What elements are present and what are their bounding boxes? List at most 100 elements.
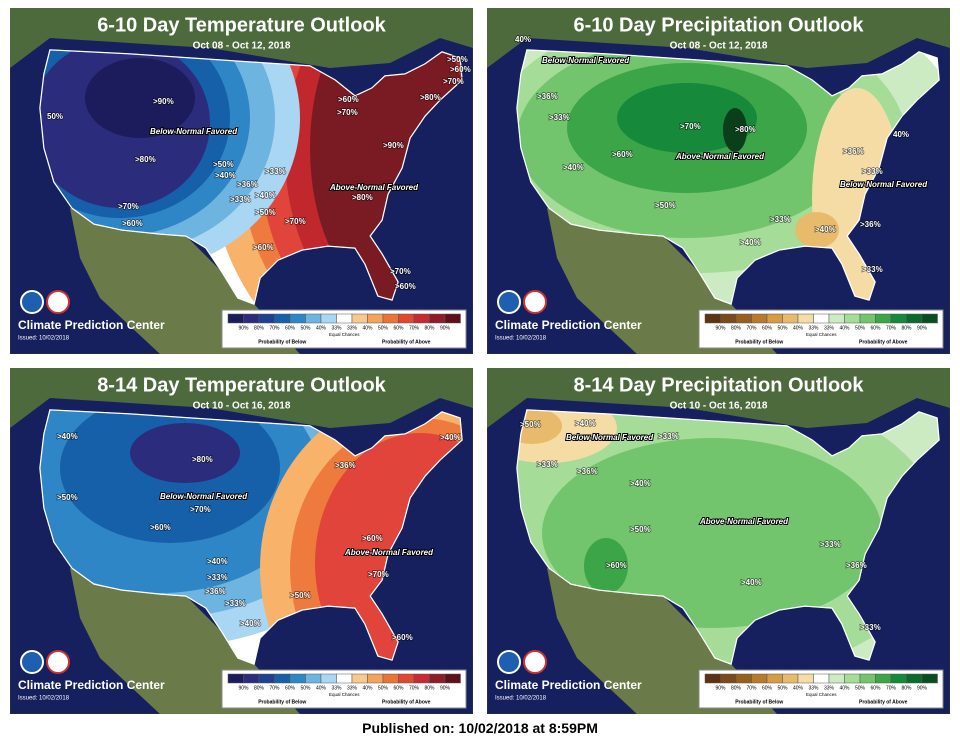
legend-swatch (289, 673, 306, 684)
legend-swatch (444, 313, 461, 324)
legend-step: 70% (269, 685, 280, 691)
legend-step: 70% (746, 685, 757, 691)
legend-equal: Equal Chances (806, 692, 837, 697)
contour-label: >33% (820, 540, 841, 549)
contour-label: >36% (577, 467, 598, 476)
legend-swatch (382, 673, 399, 684)
favored-label: Below-Normal Favored (150, 127, 238, 136)
legend-swatch (859, 313, 876, 324)
outlook-map: 6-10 Day Precipitation Outlook Oct 08 - O… (487, 8, 950, 354)
legend-swatch (289, 313, 306, 324)
favored-label: Above-Normal Favored (329, 183, 419, 192)
contour-label: >33% (230, 195, 251, 204)
map-title: 6-10 Day Temperature Outlook (97, 14, 386, 36)
legend-swatch (367, 673, 384, 684)
contour-label: >80% (352, 193, 373, 202)
contour-label: >60% (122, 219, 143, 228)
legend-below: Probability of Below (258, 699, 306, 705)
legend-step: 80% (254, 685, 265, 691)
legend-step: 50% (378, 685, 389, 691)
legend-step: 90% (238, 685, 249, 691)
legend-step: 50% (777, 685, 788, 691)
favored-label: Below-Normal Favored (840, 180, 928, 189)
contour-region (85, 58, 195, 138)
contour-label: >70% (680, 122, 701, 131)
legend-below: Probability of Below (735, 339, 783, 345)
legend-step: 90% (238, 325, 249, 331)
contour-label: >40% (575, 419, 596, 428)
contour-region (584, 538, 628, 594)
contour-region (542, 438, 882, 628)
legend-swatch (797, 673, 814, 684)
contour-label: >40% (563, 163, 584, 172)
contour-label: >80% (420, 93, 441, 102)
legend-swatch (875, 313, 892, 324)
legend-swatch (751, 673, 768, 684)
contour-label: >90% (383, 141, 404, 150)
credit: Climate Prediction Center (495, 318, 642, 332)
credit: Climate Prediction Center (18, 318, 165, 332)
contour-label: >40% (630, 479, 651, 488)
legend-step: 80% (901, 685, 912, 691)
contour-label: >33% (225, 599, 246, 608)
legend-step: 40% (839, 325, 850, 331)
canada-land (487, 368, 950, 428)
legend-swatch (704, 313, 721, 324)
legend-swatch (382, 313, 399, 324)
credit: Climate Prediction Center (495, 678, 642, 692)
contour-label: >50% (655, 201, 676, 210)
legend-swatch (274, 313, 291, 324)
issued-date: Issued: 10/02/2018 (495, 696, 547, 702)
legend-equal: Equal Chances (329, 692, 360, 697)
legend-step: 50% (855, 325, 866, 331)
legend-step: 90% (440, 325, 451, 331)
contour-label: >33% (862, 265, 883, 274)
contour-label: >60% (253, 243, 274, 252)
noaa-logo (497, 650, 521, 674)
contour-label: >33% (860, 623, 881, 632)
legend-step: 33% (347, 325, 358, 331)
noaa-logo (20, 290, 44, 314)
contour-label: 40% (515, 35, 531, 44)
legend-step: 70% (886, 325, 897, 331)
legend-swatch (720, 313, 737, 324)
legend-step: 40% (839, 685, 850, 691)
legend-step: 90% (917, 325, 928, 331)
canada-land (10, 8, 473, 68)
contour-label: 40% (893, 130, 909, 139)
legend-swatch (258, 673, 275, 684)
legend-swatch (444, 673, 461, 684)
contour-label: >70% (337, 108, 358, 117)
legend-swatch (413, 673, 430, 684)
legend-step: 70% (886, 685, 897, 691)
legend-step: 50% (300, 325, 311, 331)
issued-date: Issued: 10/02/2018 (18, 696, 70, 702)
contour-label: >50% (57, 493, 78, 502)
favored-label: Above-Normal Favored (344, 548, 434, 557)
legend-swatch (782, 313, 799, 324)
legend-swatch (243, 673, 260, 684)
contour-label: >50% (630, 525, 651, 534)
contour-label: >70% (285, 217, 306, 226)
legend-swatch (797, 313, 814, 324)
outlook-map: 6-10 Day Temperature Outlook Oct 08 - Oct… (10, 8, 473, 354)
contour-label: >70% (443, 77, 464, 86)
legend-step: 80% (424, 685, 435, 691)
legend-step: 90% (715, 685, 726, 691)
legend-swatch (828, 673, 845, 684)
contour-label: >36% (335, 461, 356, 470)
map-title: 8-14 Day Temperature Outlook (97, 374, 386, 396)
legend-step: 33% (331, 325, 342, 331)
contour-label: >60% (395, 282, 416, 291)
contour-label: >40% (215, 171, 236, 180)
legend-step: 80% (254, 325, 265, 331)
contour-region (130, 423, 240, 483)
contour-label: >40% (255, 191, 276, 200)
legend-step: 80% (731, 685, 742, 691)
map-title: 8-14 Day Precipitation Outlook (573, 374, 864, 396)
legend-swatch (320, 673, 337, 684)
legend-swatch (720, 673, 737, 684)
contour-label: >40% (240, 619, 261, 628)
contour-label: >70% (368, 570, 389, 579)
contour-label: >33% (207, 573, 228, 582)
